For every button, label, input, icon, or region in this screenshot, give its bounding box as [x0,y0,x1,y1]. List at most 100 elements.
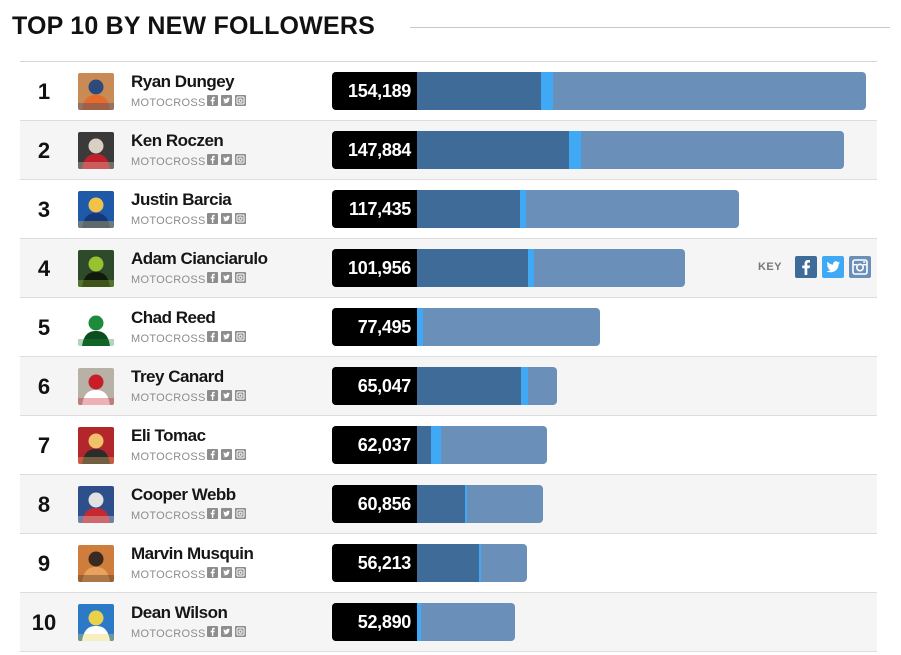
table-row: 5 Chad Reed MOTOCROSS [20,298,877,357]
twitter-icon[interactable] [221,213,232,224]
table-row: 10 Dean Wilson MOTOCROSS [20,593,877,652]
instagram-icon[interactable] [235,213,246,224]
rider-avatar[interactable] [78,73,114,110]
social-links [207,95,246,107]
follower-count: 117,435 [332,190,417,228]
rank-number: 7 [37,433,51,458]
facebook-bar-segment [417,485,465,523]
twitter-bar-segment [520,190,526,228]
twitter-icon[interactable] [221,331,232,342]
instagram-icon[interactable] [235,331,246,342]
rider-category: MOTOCROSS [131,510,206,522]
twitter-icon[interactable] [221,449,232,460]
twitter-bar-segment [521,367,528,405]
instagram-icon[interactable] [235,567,246,578]
facebook-icon[interactable] [207,272,218,283]
rider-category: MOTOCROSS [131,274,206,286]
rider-name[interactable]: Marvin Musquin [131,544,254,563]
facebook-icon[interactable] [207,154,218,165]
rider-avatar[interactable] [78,427,114,464]
social-links [207,449,246,461]
rider-name[interactable]: Adam Cianciarulo [131,249,268,268]
twitter-icon[interactable] [221,390,232,401]
follower-count: 101,956 [332,249,417,287]
facebook-icon[interactable] [207,331,218,342]
instagram-icon[interactable] [235,154,246,165]
table-row: 3 Justin Barcia MOTOCROSS [20,180,877,239]
facebook-bar-segment [417,426,431,464]
rank-number: 6 [37,374,51,399]
title-rule [410,27,890,28]
facebook-icon[interactable] [207,390,218,401]
rider-category: MOTOCROSS [131,156,206,168]
twitter-bar-segment [479,544,481,582]
twitter-key-icon [821,256,844,278]
twitter-icon[interactable] [221,508,232,519]
twitter-bar-segment [417,308,423,346]
rider-name[interactable]: Ken Roczen [131,131,224,150]
rider-avatar[interactable] [78,250,114,287]
rider-category: MOTOCROSS [131,628,206,640]
instagram-icon[interactable] [235,626,246,637]
twitter-icon[interactable] [221,626,232,637]
social-links [207,567,246,579]
rider-avatar[interactable] [78,545,114,582]
facebook-icon[interactable] [207,626,218,637]
rider-name[interactable]: Ryan Dungey [131,72,235,91]
facebook-bar-segment [417,131,569,169]
rider-category: MOTOCROSS [131,392,206,404]
instagram-key-icon [848,256,871,278]
rank-number: 3 [37,197,51,222]
instagram-icon[interactable] [235,449,246,460]
rider-name[interactable]: Eli Tomac [131,426,206,445]
table-row: 1 Ryan Dungey MOTOCROSS [20,62,877,121]
facebook-icon[interactable] [207,213,218,224]
twitter-icon[interactable] [221,567,232,578]
facebook-bar-segment [417,544,479,582]
social-links [207,626,246,638]
rider-name[interactable]: Chad Reed [131,308,216,327]
rider-category: MOTOCROSS [131,215,206,227]
follower-count: 65,047 [332,367,417,405]
facebook-icon[interactable] [207,449,218,460]
twitter-icon[interactable] [221,95,232,106]
instagram-icon[interactable] [235,390,246,401]
twitter-bar-segment [569,131,581,169]
twitter-icon[interactable] [221,154,232,165]
table-row: 2 Ken Roczen MOTOCROSS [20,121,877,180]
rider-avatar[interactable] [78,604,114,641]
twitter-icon[interactable] [221,272,232,283]
social-links [207,390,246,402]
table-row: 4 Adam Cianciarulo MOTOCROSS [20,239,877,298]
facebook-key-icon [794,256,817,278]
rider-avatar[interactable] [78,486,114,523]
rider-avatar[interactable] [78,309,114,346]
rider-category: MOTOCROSS [131,333,206,345]
instagram-icon[interactable] [235,95,246,106]
instagram-icon[interactable] [235,508,246,519]
rank-number: 8 [37,492,51,517]
table-row: 8 Cooper Webb MOTOCROSS [20,475,877,534]
facebook-icon[interactable] [207,508,218,519]
facebook-bar-segment [417,72,541,110]
rider-avatar[interactable] [78,191,114,228]
facebook-icon[interactable] [207,567,218,578]
follower-count: 56,213 [332,544,417,582]
rank-number: 2 [37,138,51,163]
social-links [207,331,246,343]
rider-name[interactable]: Justin Barcia [131,190,232,209]
rider-name[interactable]: Trey Canard [131,367,224,386]
follower-count: 147,884 [332,131,417,169]
table-row: 6 Trey Canard MOTOCROSS [20,357,877,416]
rider-avatar[interactable] [78,368,114,405]
facebook-icon[interactable] [207,95,218,106]
follower-count: 77,495 [332,308,417,346]
rank-number: 9 [37,551,51,576]
rider-avatar[interactable] [78,132,114,169]
twitter-bar-segment [541,72,553,110]
rider-name[interactable]: Cooper Webb [131,485,236,504]
legend-label: KEY [758,261,782,273]
rider-name[interactable]: Dean Wilson [131,603,228,622]
chart-title: TOP 10 BY NEW FOLLOWERS [12,12,375,40]
instagram-icon[interactable] [235,272,246,283]
